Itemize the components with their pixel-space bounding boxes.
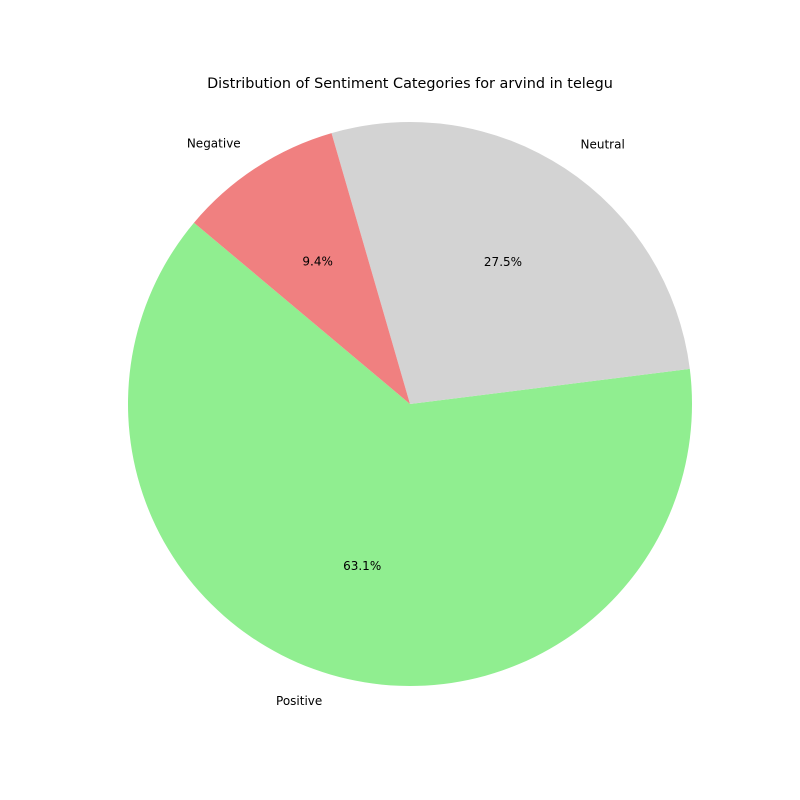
pie-slice-positive [127,222,692,687]
slice-percent-neutral: 27.5% [484,255,522,269]
slice-label-positive: Positive [276,694,322,708]
slice-label-negative: Negative [187,137,241,151]
pie-slice-negative [193,133,410,404]
slice-label-neutral: Neutral [580,137,624,151]
chart-title: Distribution of Sentiment Categories for… [207,76,613,92]
pie-slice-neutral [331,121,690,405]
slice-percent-negative: 9.4% [302,255,333,269]
pie-labels: Positive 63.1% Neutral 27.5% Negative 9.4% [187,137,625,708]
pie-slices [127,121,692,687]
slice-percent-positive: 63.1% [343,559,381,573]
